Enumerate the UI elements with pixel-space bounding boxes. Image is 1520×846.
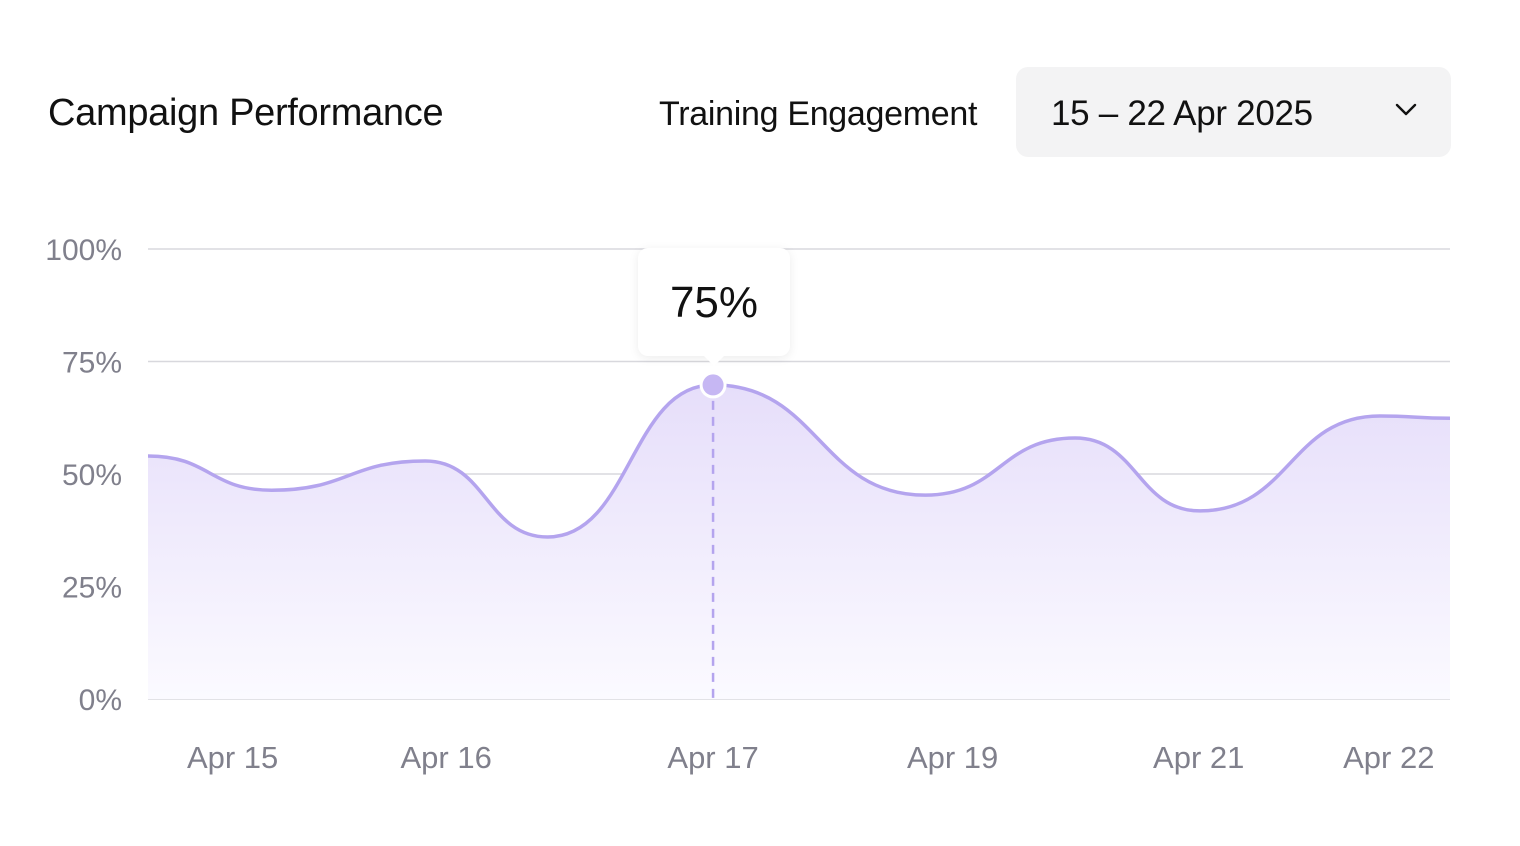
y-tick-label: 100% (45, 234, 122, 267)
y-tick-label: 50% (62, 459, 122, 492)
x-tick-label: Apr 15 (187, 740, 278, 775)
y-tick-label: 75% (62, 347, 122, 380)
y-tick-label: 25% (62, 572, 122, 605)
value-tooltip: 75% (638, 248, 790, 366)
x-tick-label: Apr 22 (1343, 740, 1434, 775)
y-tick-label: 0% (79, 684, 122, 717)
series-area (148, 384, 1450, 699)
metric-label: Training Engagement (659, 95, 978, 133)
x-tick-label: Apr 21 (1153, 740, 1244, 775)
tooltip-value: 75% (669, 278, 759, 327)
series-line (147, 383, 1451, 539)
highlight-point (699, 371, 727, 399)
x-tick-label: Apr 19 (907, 740, 998, 775)
date-range-dropdown[interactable]: 15 – 22 Apr 2025 (1016, 67, 1451, 157)
date-range-value: 15 – 22 Apr 2025 (1051, 94, 1313, 133)
x-tick-label: Apr 16 (400, 740, 491, 775)
chart-title: Campaign Performance (48, 92, 444, 134)
chevron-down-icon (1395, 103, 1417, 116)
x-tick-label: Apr 17 (667, 740, 758, 775)
